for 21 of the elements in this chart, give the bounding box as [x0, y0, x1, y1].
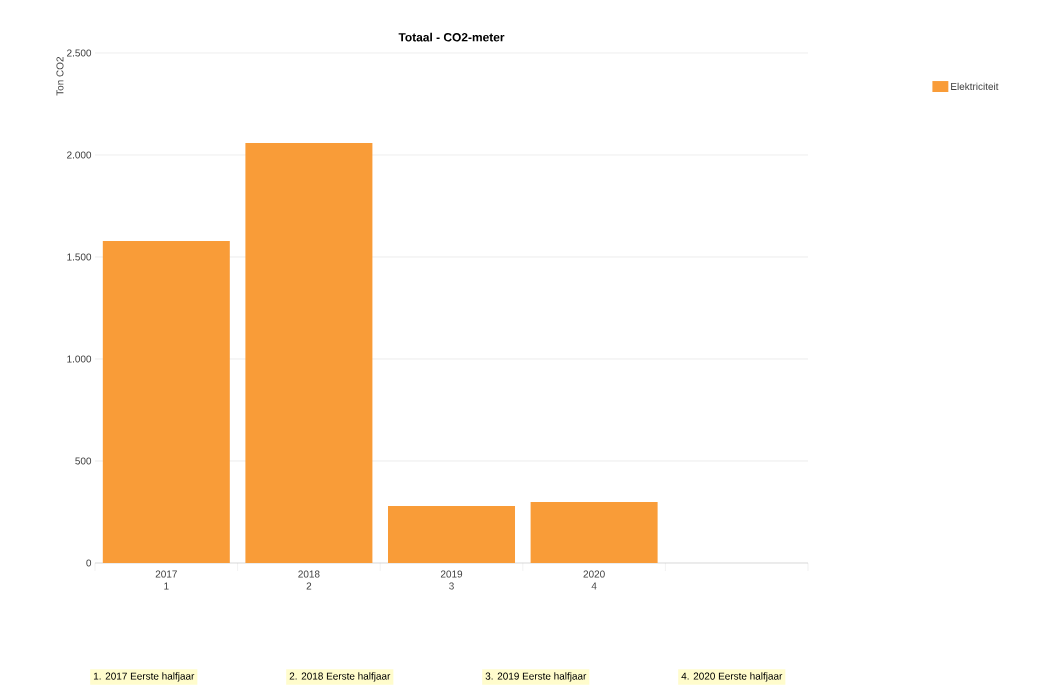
bar: [102, 241, 230, 563]
chart-title: Totaal - CO2-meter: [398, 32, 505, 42]
x-tick-label: 2017 1: [155, 570, 177, 590]
y-tick-label: 2.000: [67, 151, 92, 159]
text: 4. 2020 Eerste halfjaar: [681, 672, 783, 682]
y-tick-label: 2.500: [67, 49, 92, 57]
x-tick-label: 2019 3: [440, 570, 463, 590]
y-tick-label: 1.500: [67, 253, 92, 261]
text: 2. 2018 Eerste halfjaar: [289, 672, 391, 682]
text: 3. 2019 Eerste halfjaar: [485, 672, 587, 682]
y-tick-label: 0: [86, 559, 92, 567]
y-axis-title: Ton CO2: [56, 57, 64, 96]
x-tick-label: 2020 4: [583, 570, 605, 590]
y-tick-label: 500: [75, 457, 92, 465]
legend-label: Elektriciteit: [951, 82, 999, 90]
y-tick-label: 1.000: [67, 355, 92, 363]
bar: [245, 142, 373, 563]
bar: [388, 506, 516, 563]
x-tick-label: 2018 2: [298, 570, 320, 590]
text: 1. 2017 Eerste halfjaar: [93, 672, 195, 682]
bar: [530, 501, 658, 563]
